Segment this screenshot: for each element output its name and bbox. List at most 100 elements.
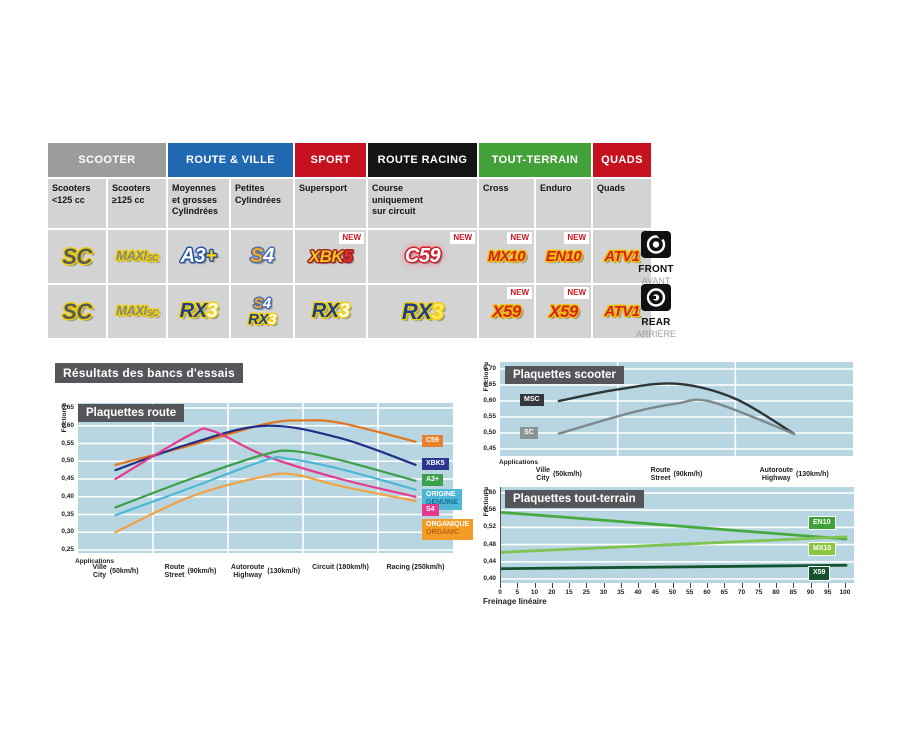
category-bilingual: Route Street — [164, 564, 185, 579]
x-tick-label: 20 — [548, 589, 556, 596]
series-tag-EN10: EN10 — [808, 516, 836, 531]
product-logo-a3+: A3+ — [181, 246, 217, 267]
series-tag-line2: GENUINE — [426, 499, 458, 507]
y-tick-label: 0,45 — [61, 475, 74, 482]
x-tick-mark — [534, 583, 536, 588]
category-bilingual: Ville City — [92, 564, 107, 579]
logo-part: MX10 — [487, 247, 526, 265]
product-logo-s4: S4 — [250, 246, 274, 267]
x-tick-label: 5 — [515, 589, 520, 596]
curve-MX10 — [501, 535, 848, 554]
product-logo-rx3: RX3 — [248, 310, 276, 328]
column-header: Moyennes et grosses Cylindrées — [168, 179, 229, 228]
x-tick-mark — [707, 583, 708, 588]
x-tick-mark — [741, 583, 743, 588]
chart-canvas — [78, 403, 453, 553]
category-speed: (90km/h) — [673, 471, 703, 479]
x-tick-label: 15 — [565, 589, 573, 596]
column-header: Course uniquement sur circuit — [368, 179, 477, 228]
product-logo-s4: S4 — [253, 294, 271, 312]
category-label: Route Street (90km/h) — [622, 467, 732, 482]
rear-label: REAR — [641, 317, 671, 328]
logo-part: 4 — [262, 294, 271, 312]
table-cell-rear: RX3 — [368, 285, 477, 338]
column-header: Scooters <125 cc — [48, 179, 106, 228]
chart-title-route: Plaquettes route — [78, 404, 185, 422]
logo-part: 3 — [268, 310, 276, 328]
logo-part: EN10 — [545, 247, 582, 265]
table-cell-rear: RX3 — [168, 285, 229, 338]
x-tick-mark — [793, 583, 795, 588]
category-bilingual: Route Street — [650, 467, 671, 482]
chart-plaquettes-scooter: Friction µ Plaquettes scooter Applicatio… — [470, 360, 870, 488]
group-header-tout-terrain: TOUT-TERRAIN — [479, 143, 591, 177]
column-header: Enduro — [536, 179, 591, 228]
chart-plaquettes-tout-terrain: Friction µ Plaquettes tout-terrain Frein… — [470, 485, 885, 620]
x-tick-mark — [724, 583, 726, 588]
y-tick-label: 0,50 — [483, 429, 496, 436]
category-speed: (50km/h) — [553, 471, 582, 479]
table-cell-front: A3+ — [168, 230, 229, 283]
series-tag-line2: ORGANIC — [426, 529, 460, 537]
y-tick-label: 0,30 — [61, 528, 74, 536]
logo-part: RX — [179, 300, 207, 322]
x-tick-mark — [500, 583, 501, 588]
table-cell-rear: S4 RX3 — [231, 285, 293, 338]
x-tick-label: 25 — [582, 589, 590, 596]
curve-X59 — [501, 563, 848, 571]
group-header-sport: SPORT — [295, 143, 366, 177]
table-cell-front: NEW EN10 — [536, 230, 591, 283]
rear-disc-icon — [641, 284, 671, 311]
x-tick-mark — [569, 583, 570, 588]
y-tick-label: 0,25 — [61, 546, 74, 553]
series-tag-line1: MX10 — [813, 544, 832, 552]
chart-canvas — [500, 362, 853, 456]
y-tick-label: 0,48 — [483, 540, 496, 548]
x-tick-mark — [776, 583, 777, 588]
new-badge: NEW — [564, 232, 589, 244]
logo-part: 3 — [431, 298, 444, 324]
category-label: Autoroute Highway (130km/h) — [211, 564, 321, 579]
category-label: Autoroute Highway (130km/h) — [739, 467, 849, 482]
group-header-scooter: SCOOTER — [48, 143, 166, 177]
new-badge: NEW — [507, 232, 532, 244]
product-logo-xbk5: XBK5 — [308, 246, 353, 266]
product-logo-maxisc: MAXISC — [116, 304, 158, 318]
table-cell-rear: MAXISC — [108, 285, 166, 338]
product-logo-x59: X59 — [549, 302, 578, 321]
arriere-label: ARRIÈRE — [635, 329, 676, 339]
table-cell-rear: NEW X59 — [479, 285, 534, 338]
series-tag-line1: EN10 — [813, 519, 831, 526]
x-tick-label: 35 — [617, 589, 625, 596]
logo-part: RX — [248, 310, 268, 328]
group-header-route-ville: ROUTE & VILLE — [168, 143, 293, 177]
y-tick-label: 0,40 — [483, 575, 496, 582]
x-tick-label: 0 — [498, 589, 502, 596]
table-cell-front: NEW C59 — [368, 230, 477, 283]
applications-label: Applications — [499, 459, 539, 466]
category-speed: (50km/h) — [109, 568, 139, 576]
chart-plaquettes-route: Friction µ Plaquettes route Applications… — [48, 390, 474, 625]
series-tag-line1: ORGANIQUE — [426, 520, 470, 528]
curve-EN10 — [501, 510, 848, 541]
new-badge: NEW — [507, 287, 532, 299]
product-logo-sc: SC — [62, 300, 92, 323]
series-tag-line1: X59 — [813, 569, 826, 577]
curve-XBK5 — [114, 424, 417, 472]
series-tag-line1: C59 — [426, 436, 439, 444]
logo-part: MAXI — [116, 248, 147, 264]
logo-part: A3 — [180, 245, 206, 267]
product-logo-rx3: RX3 — [179, 300, 218, 322]
logo-part: S — [253, 294, 263, 312]
y-tick-label: 0,60 — [483, 397, 496, 404]
x-tick-mark — [845, 583, 846, 588]
logo-part: XBK — [308, 246, 344, 266]
x-tick-mark — [638, 583, 639, 588]
x-tick-mark — [517, 583, 519, 588]
chart-title-tout-terrain: Plaquettes tout-terrain — [505, 490, 644, 508]
group-header-route-racing: ROUTE RACING — [368, 143, 477, 177]
x-tick-label: 80 — [772, 589, 780, 596]
column-header: Scooters ≥125 cc — [108, 179, 166, 228]
category-speed: (130km/h) — [267, 568, 301, 576]
category-label: Circuit (180km/h) — [312, 564, 369, 571]
